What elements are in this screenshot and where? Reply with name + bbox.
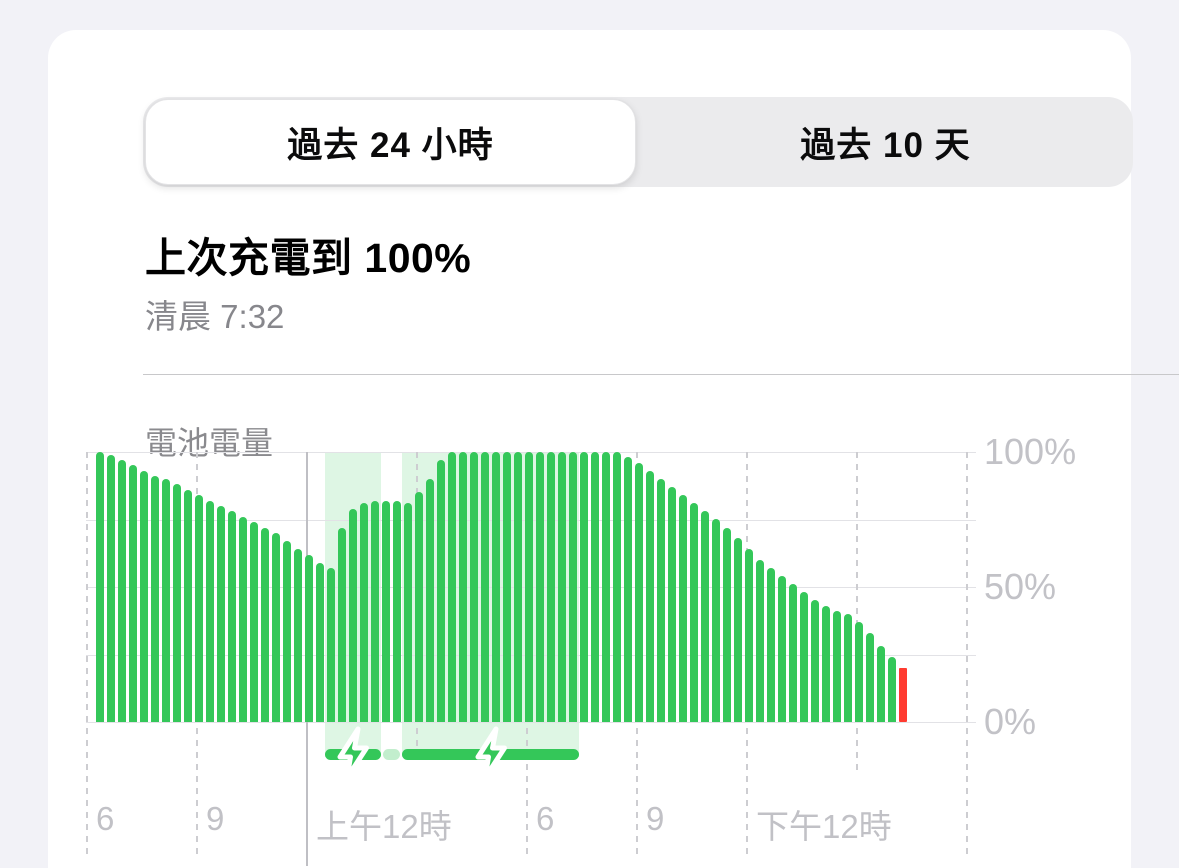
last-charge-title: 上次充電到 100% [145,235,472,281]
battery-card: 過去 24 小時 過去 10 天 上次充電到 100% 清晨 7:32 電池電量 [48,30,1179,868]
time-range-segmented-control[interactable]: 過去 24 小時 過去 10 天 [143,97,1133,187]
tab-last-10-days-label: 過去 10 天 [800,125,971,165]
chart-title: 電池電量 [145,425,274,461]
separator-line [143,374,1179,375]
tab-last-24-hours-label: 過去 24 小時 [287,125,494,165]
tab-last-10-days[interactable]: 過去 10 天 [638,97,1133,187]
tab-last-24-hours[interactable]: 過去 24 小時 [143,97,638,187]
last-charge-time: 清晨 7:32 [145,298,285,335]
selected-segment-pill [145,99,636,185]
